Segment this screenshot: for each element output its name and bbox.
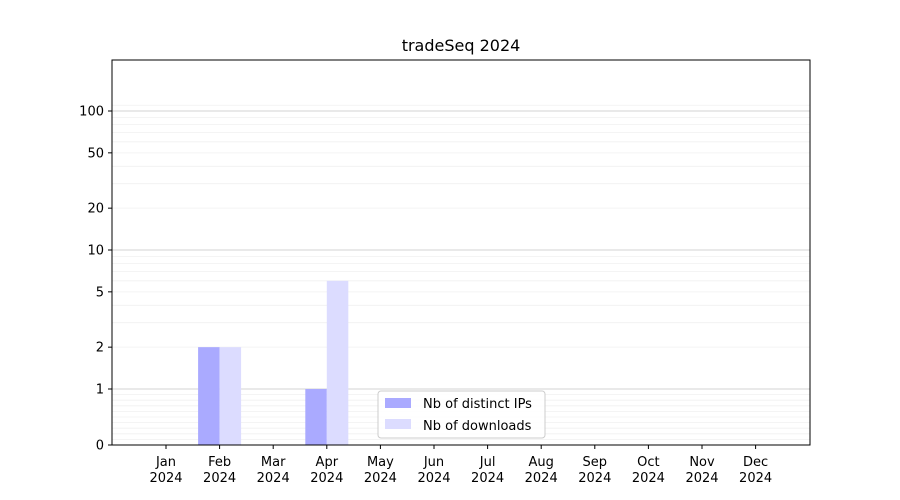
legend-label-distinct-ips: Nb of distinct IPs xyxy=(423,397,532,412)
x-tick-label-month: Apr xyxy=(316,455,339,470)
y-tick-label: 1 xyxy=(96,383,104,398)
legend-label-downloads: Nb of downloads xyxy=(423,419,532,434)
y-tick-label: 20 xyxy=(87,202,104,217)
y-tick-label: 0 xyxy=(96,439,104,454)
x-tick-label-year: 2024 xyxy=(149,471,182,486)
x-tick-label-month: Sep xyxy=(583,455,608,470)
y-tick-label: 100 xyxy=(79,105,104,120)
x-tick-label-month: Feb xyxy=(208,455,231,470)
y-tick-label: 50 xyxy=(87,146,104,161)
x-tick-label-month: Aug xyxy=(529,455,554,470)
y-tick-label: 10 xyxy=(87,244,104,259)
chart-title: tradeSeq 2024 xyxy=(402,36,521,55)
x-tick-label-month: Oct xyxy=(637,455,659,470)
x-tick-label-month: May xyxy=(367,455,394,470)
x-tick-label-year: 2024 xyxy=(417,471,450,486)
bar-distinct-ips xyxy=(305,389,327,445)
x-tick-label-month: Dec xyxy=(743,455,768,470)
legend-swatch-distinct-ips xyxy=(385,398,411,408)
x-tick-label-year: 2024 xyxy=(257,471,290,486)
x-tick-label-year: 2024 xyxy=(471,471,504,486)
y-tick-label: 5 xyxy=(96,285,104,300)
x-tick-label-year: 2024 xyxy=(578,471,611,486)
legend: Nb of distinct IPs Nb of downloads xyxy=(377,390,546,439)
y-tick-label: 2 xyxy=(96,341,104,356)
x-tick-label-year: 2024 xyxy=(525,471,558,486)
x-tick-label-year: 2024 xyxy=(364,471,397,486)
x-tick-label-month: Jan xyxy=(155,455,176,470)
legend-box xyxy=(377,390,546,439)
bar-downloads xyxy=(326,280,349,445)
x-tick-label-year: 2024 xyxy=(310,471,343,486)
legend-swatch-downloads xyxy=(385,419,411,429)
x-tick-label-year: 2024 xyxy=(685,471,718,486)
plot-frame xyxy=(111,59,811,446)
x-tick-label-year: 2024 xyxy=(203,471,236,486)
x-tick-label-year: 2024 xyxy=(739,471,772,486)
x-tick-label-month: Jun xyxy=(423,455,444,470)
x-tick-label-month: Nov xyxy=(689,455,715,470)
y-axis: 0 1 2 5 10 20 50 100 xyxy=(79,105,112,454)
x-axis: Jan2024Feb2024Mar2024Apr2024May2024Jun20… xyxy=(149,445,772,486)
bars xyxy=(198,280,349,445)
bar-downloads xyxy=(219,347,242,445)
bar-distinct-ips xyxy=(198,347,220,445)
x-tick-label-year: 2024 xyxy=(632,471,665,486)
x-tick-label-month: Jul xyxy=(479,455,496,470)
x-tick-label-month: Mar xyxy=(261,455,286,470)
